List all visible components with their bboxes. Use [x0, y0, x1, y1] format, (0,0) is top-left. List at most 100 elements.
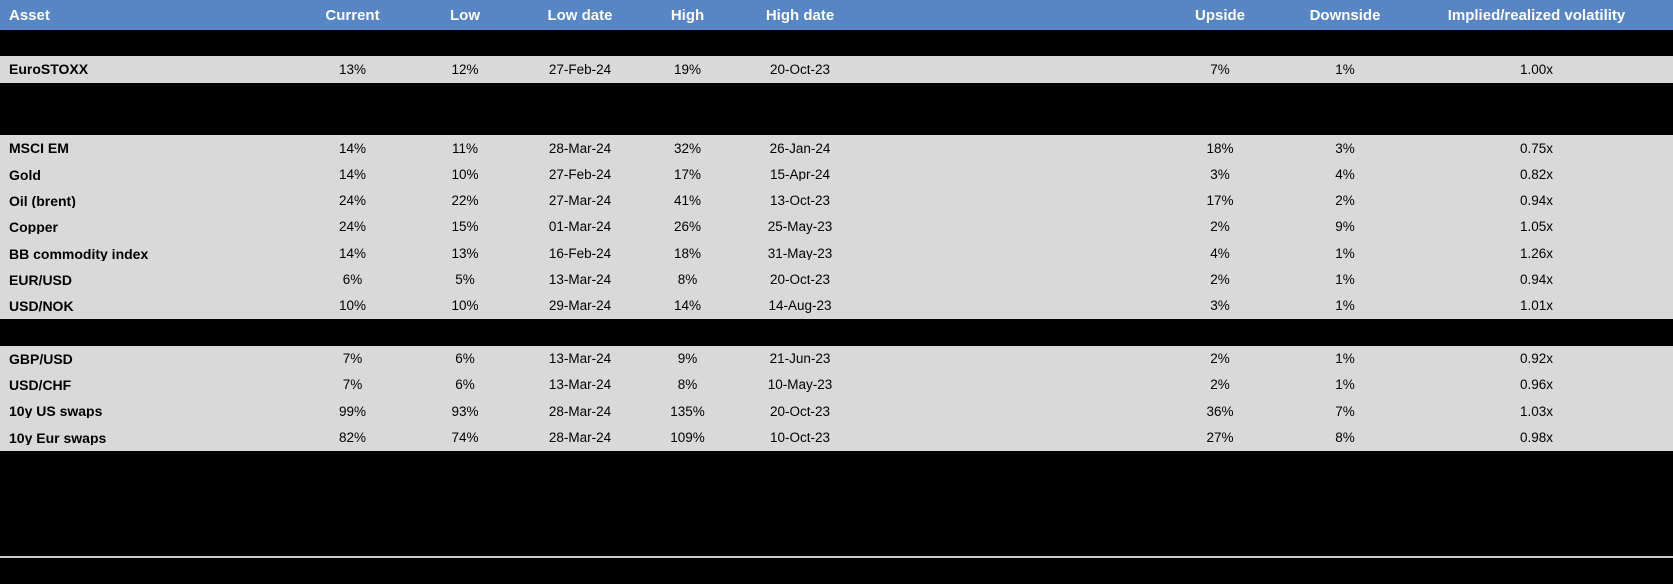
cell-high-date: 10-Oct-23	[769, 430, 831, 445]
column-header-low-date: Low date	[547, 7, 613, 23]
bottom-separator-line	[0, 555, 1673, 559]
cell-upside: 4%	[1210, 246, 1230, 261]
cell-low-date: 13-Mar-24	[548, 351, 612, 366]
cell-current: 82%	[338, 430, 367, 445]
cell-high-date: 21-Jun-23	[769, 351, 831, 366]
cell-high-date: 15-Apr-24	[769, 167, 831, 182]
cell-low: 11%	[451, 141, 479, 156]
cell-asset: MSCI EM	[9, 141, 69, 156]
table-body: EuroSTOXX 13% 12% 27-Feb-24 19% 20-Oct-2…	[0, 30, 1673, 556]
column-header-upside: Upside	[1194, 7, 1245, 23]
cell-current: 14%	[338, 246, 367, 261]
cell-low: 6%	[455, 351, 475, 366]
cell-low-date: 13-Mar-24	[548, 378, 612, 392]
table-row	[0, 529, 1673, 556]
column-header-low: Low	[450, 7, 480, 23]
cell-downside: 4%	[1335, 167, 1355, 182]
cell-current: 7%	[342, 351, 363, 366]
cell-downside: 3%	[1335, 141, 1355, 156]
cell-current: 99%	[338, 404, 367, 419]
table-row: Oil (brent) 24% 22% 27-Mar-24 41% 13-Oct…	[0, 187, 1673, 215]
cell-high-date: 26-Jan-24	[769, 141, 831, 156]
cell-low-date: 27-Mar-24	[548, 194, 612, 208]
cell-implied-realized-volatility: 0.75x	[1519, 141, 1554, 156]
cell-downside: 9%	[1335, 220, 1355, 234]
column-header-high-date: High date	[765, 7, 835, 23]
cell-high: 32%	[673, 141, 702, 156]
bottom-filler-row	[0, 558, 1673, 584]
cell-low: 5%	[455, 273, 475, 287]
cell-high: 135%	[670, 404, 705, 419]
table-row: Gold 14% 10% 27-Feb-24 17% 15-Apr-24 3% …	[0, 161, 1673, 188]
cell-current: 10%	[338, 299, 367, 313]
cell-implied-realized-volatility: 1.01x	[1519, 299, 1554, 313]
table-header-row: Asset Current Low Low date High High dat…	[0, 0, 1673, 30]
cell-current: 14%	[338, 141, 367, 156]
table-row: EuroSTOXX 13% 12% 27-Feb-24 19% 20-Oct-2…	[0, 56, 1673, 83]
table-row: 10y Eur swaps 82% 74% 28-Mar-24 109% 10-…	[0, 424, 1673, 451]
table-row	[0, 450, 1673, 478]
column-header-downside: Downside	[1309, 7, 1381, 23]
cell-upside: 3%	[1210, 299, 1230, 313]
cell-high: 17%	[673, 167, 702, 182]
cell-low-date: 29-Mar-24	[548, 299, 612, 313]
cell-low: 93%	[451, 404, 479, 419]
cell-low: 12%	[451, 62, 479, 77]
cell-downside: 7%	[1335, 404, 1355, 419]
cell-high-date: 20-Oct-23	[769, 404, 831, 419]
cell-high: 14%	[673, 299, 702, 313]
cell-upside: 27%	[1206, 430, 1234, 445]
cell-low: 10%	[451, 299, 479, 313]
cell-current: 24%	[338, 194, 367, 208]
table-row	[0, 503, 1673, 530]
cell-low-date: 28-Mar-24	[548, 430, 612, 445]
table-row: MSCI EM 14% 11% 28-Mar-24 32% 26-Jan-24 …	[0, 135, 1673, 162]
column-header-asset: Asset	[9, 7, 50, 23]
cell-asset: BB commodity index	[9, 246, 149, 261]
cell-implied-realized-volatility: 0.96x	[1519, 378, 1554, 392]
cell-implied-realized-volatility: 0.94x	[1519, 273, 1554, 287]
cell-upside: 17%	[1206, 194, 1234, 208]
cell-asset: 10y Eur swaps	[9, 430, 107, 445]
table-row	[0, 30, 1673, 57]
cell-asset: Oil (brent)	[9, 193, 76, 208]
cell-downside: 1%	[1335, 299, 1355, 313]
cell-current: 14%	[338, 167, 367, 182]
cell-low-date: 01-Mar-24	[548, 220, 612, 234]
cell-high-date: 25-May-23	[767, 220, 833, 234]
cell-low: 10%	[451, 167, 479, 182]
cell-high: 109%	[670, 430, 705, 445]
cell-downside: 1%	[1335, 378, 1355, 392]
cell-upside: 36%	[1206, 404, 1234, 419]
cell-upside: 2%	[1210, 273, 1230, 287]
cell-implied-realized-volatility: 1.00x	[1519, 62, 1554, 77]
cell-downside: 1%	[1335, 351, 1355, 366]
cell-upside: 3%	[1210, 167, 1230, 182]
cell-low: 22%	[451, 194, 479, 208]
table-row: GBP/USD 7% 6% 13-Mar-24 9% 21-Jun-23 2% …	[0, 345, 1673, 372]
cell-high: 8%	[677, 273, 698, 287]
cell-asset: EuroSTOXX	[9, 62, 89, 77]
cell-high-date: 31-May-23	[767, 246, 833, 261]
table-row	[0, 108, 1673, 136]
cell-high: 8%	[677, 378, 698, 392]
cell-asset: EUR/USD	[9, 272, 73, 287]
cell-downside: 2%	[1335, 194, 1355, 208]
cell-upside: 7%	[1210, 62, 1230, 77]
cell-low: 6%	[455, 378, 475, 392]
cell-low: 15%	[451, 220, 479, 234]
cell-implied-realized-volatility: 0.82x	[1519, 167, 1554, 182]
cell-high: 18%	[673, 246, 702, 261]
cell-low-date: 27-Feb-24	[548, 167, 612, 182]
cell-upside: 2%	[1210, 351, 1230, 366]
cell-high: 41%	[673, 194, 702, 208]
table-row: USD/NOK 10% 10% 29-Mar-24 14% 14-Aug-23 …	[0, 292, 1673, 320]
column-header-current: Current	[325, 7, 380, 23]
cell-high-date: 10-May-23	[767, 378, 833, 392]
cell-upside: 2%	[1210, 378, 1230, 392]
cell-current: 13%	[338, 62, 367, 77]
cell-implied-realized-volatility: 1.05x	[1519, 220, 1554, 234]
cell-downside: 8%	[1335, 430, 1355, 445]
cell-low-date: 13-Mar-24	[548, 273, 612, 287]
